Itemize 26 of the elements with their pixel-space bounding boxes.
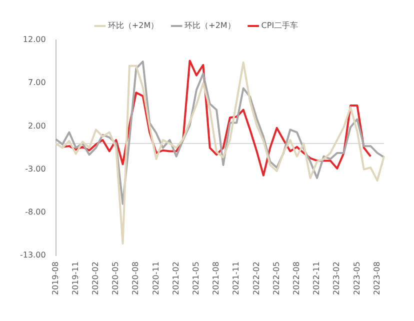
legend-label: CPI二手车: [261, 21, 298, 30]
x-tick-label: 2021-05: [192, 262, 201, 296]
y-tick-label: -13.00: [20, 250, 46, 260]
legend-label: 环比（+2M）: [108, 21, 159, 30]
y-tick-label: 7.00: [28, 78, 46, 88]
legend-label: 环比（+2M）: [184, 21, 236, 30]
x-tick-label: 2020-08: [131, 262, 140, 296]
x-tick-label: 2021-08: [212, 262, 221, 296]
x-tick-label: 2022-08: [292, 262, 301, 296]
y-tick-label: 2.00: [28, 121, 46, 130]
x-tick-label: 2022-02: [252, 262, 261, 296]
y-tick-label: 12.00: [22, 35, 46, 44]
x-tick-label: 2020-05: [111, 262, 120, 296]
x-tick-label: 2023-02: [332, 262, 342, 296]
x-tick-label: 2021-02: [171, 262, 180, 296]
y-tick-label: -8.00: [25, 208, 46, 217]
x-tick-label: 2020-11: [151, 262, 160, 296]
x-tick-label: 2020-02: [91, 262, 100, 296]
x-tick-label: 2022-05: [272, 262, 281, 296]
x-tick-label: 2022-11: [312, 262, 322, 296]
y-tick-label: -3.00: [25, 164, 46, 174]
x-tick-label: 2021-11: [232, 262, 241, 296]
x-tick-label: 2023-05: [352, 262, 362, 296]
x-tick-label: 2019-11: [70, 262, 80, 296]
x-tick-label: 2019-08: [50, 262, 60, 296]
x-tick-label: 2023-08: [372, 262, 382, 296]
